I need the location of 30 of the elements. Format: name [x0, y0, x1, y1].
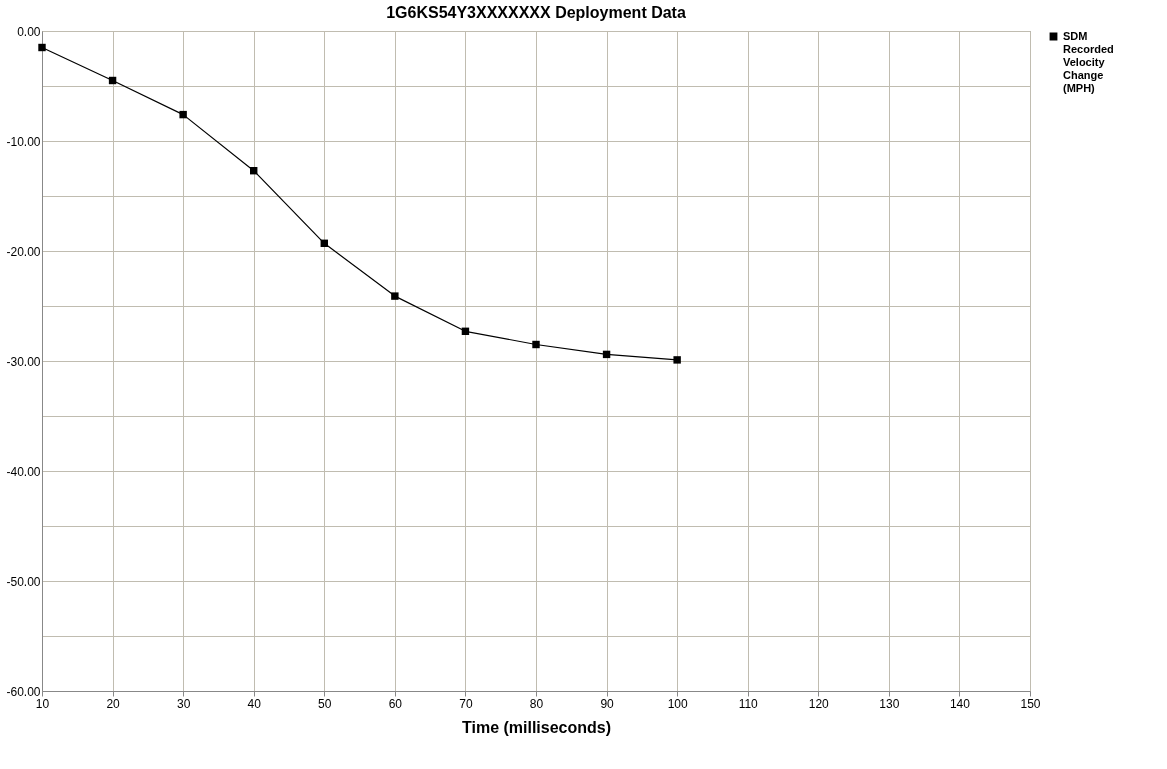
x-axis-title: Time (milliseconds): [461, 718, 612, 736]
x-tick-label: 110: [738, 696, 759, 711]
x-tick-label: 70: [459, 696, 473, 711]
chart-title: 1G6KS54Y3XXXXXXX Deployment Data: [386, 4, 686, 21]
x-tick-label: 120: [808, 696, 830, 711]
y-tick-label: -60.00: [6, 684, 41, 699]
x-tick-label: 90: [600, 696, 615, 711]
x-tick-label: 40: [247, 696, 262, 711]
point: [38, 43, 46, 52]
x-tick-label: 50: [318, 696, 332, 711]
legend-label: SDM Recorded Velocity Change (MPH): [1063, 29, 1114, 94]
y-tick-label: -40.00: [6, 464, 41, 479]
x-tick-label: 150: [1020, 696, 1041, 711]
point: [532, 340, 540, 349]
x-tick-label: 30: [176, 696, 191, 711]
x-tick-label: 100: [667, 696, 688, 711]
x-tick-label: 60: [388, 696, 403, 711]
y-tick-label: -20.00: [6, 244, 41, 259]
y-tick-label: -50.00: [6, 574, 41, 589]
y-tick-label: -10.00: [6, 134, 41, 149]
point: [179, 110, 187, 119]
point: [391, 292, 399, 300]
y-tick-label: -30.00: [6, 354, 41, 369]
y-tick-label: 0.00: [17, 24, 41, 39]
x-tick-label: 10: [35, 696, 50, 711]
x-tick-label: 130: [879, 696, 900, 711]
point: [673, 356, 681, 364]
x-tick-label: 20: [106, 696, 121, 711]
x-tick-label: 80: [529, 696, 544, 711]
x-tick-label: 140: [949, 696, 971, 711]
